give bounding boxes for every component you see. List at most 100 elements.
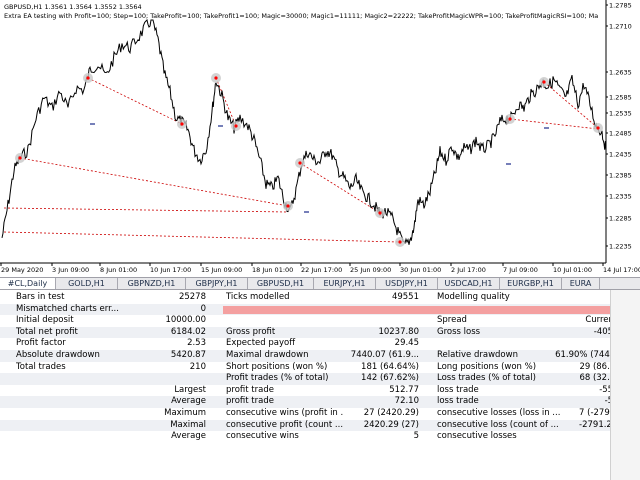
loss-trades-value: 68 (32.38%) [579, 373, 632, 384]
date-label: 10 Jun 17:00 [150, 266, 191, 274]
average-label: Average [171, 396, 206, 407]
profit-trades-value: 142 (67.62%) [361, 373, 419, 384]
trade-marker[interactable] [508, 117, 512, 121]
time-axis: 29 May 2020 3 Jun 09:00 8 Jun 01:00 10 Jun … [0, 263, 640, 274]
price-label: 1.2710 [609, 23, 632, 31]
initial-deposit-value: 10000.00 [165, 315, 206, 326]
trade-marker[interactable] [378, 211, 382, 215]
average-consecutive-label: Average [171, 431, 206, 442]
gross-profit-label: Gross profit [226, 326, 276, 337]
chart-header-ea-params: Extra EA testing with Profit=100; Step=1… [4, 12, 598, 20]
trade-marker[interactable] [542, 80, 546, 84]
gross-profit-value: 10237.80 [378, 326, 419, 337]
expected-payoff-value: 29.45 [394, 338, 419, 349]
price-label: 1.2235 [609, 243, 632, 251]
spread-label: Spread [437, 315, 467, 326]
trade-line [509, 118, 599, 130]
maximal-drawdown-label: Maximal drawdown [226, 350, 309, 360]
long-positions-label: Long positions (won %) [437, 361, 537, 372]
tab-gbpjpy-h1[interactable]: GBPJPY,H1 [186, 278, 248, 289]
modelling-quality-bar [223, 305, 633, 314]
total-net-profit-label: Total net profit [16, 326, 78, 337]
report-side-panel [610, 290, 640, 480]
price-line [1, 19, 607, 245]
expected-payoff-label: Expected payoff [226, 338, 296, 349]
trade-marker[interactable] [398, 240, 402, 244]
chart-header-symbol: GBPUSD,H1 1.3561 1.3564 1.3552 1.3564 [4, 3, 142, 11]
max-cons-wins-label: consecutive wins (profit in ... [226, 408, 344, 418]
trade-marker[interactable] [298, 161, 302, 165]
date-label: 8 Jun 01:00 [100, 266, 137, 274]
profit-trades-label: Profit trades (% of total) [226, 373, 329, 384]
trade-line [3, 207, 289, 213]
trade-marker[interactable] [286, 204, 290, 208]
report-row-profit-factor: Profit factor 2.53 Expected payoff 29.45 [0, 338, 610, 350]
tab-gbpnzd-h1[interactable]: GBPNZD,H1 [118, 278, 186, 289]
bars-in-test-label: Bars in test [16, 292, 65, 302]
tester-report: Bars in test 25278 Ticks modelled 49551 … [0, 290, 633, 480]
report-row-maximum: Maximum consecutive wins (profit in ... … [0, 408, 632, 420]
largest-profit-label: profit trade [226, 384, 274, 395]
trade-marker[interactable] [596, 126, 600, 130]
tab-usdjpy-h1[interactable]: USDJPY,H1 [376, 278, 438, 289]
largest-profit-value: 512.77 [389, 384, 419, 395]
maximal-cons-profit-value: 2420.29 (27) [363, 419, 419, 430]
report-row-average: Average profit trade 72.10 loss trade -5… [0, 396, 632, 408]
mismatched-label: Mismatched charts err... [16, 303, 119, 314]
trade-marker[interactable] [214, 76, 218, 80]
tab-gold-h1[interactable]: GOLD,H1 [56, 278, 118, 289]
maximum-label: Maximum [164, 408, 206, 418]
relative-drawdown-value: 61.90% (7440.07) [555, 350, 632, 360]
report-row-deposit: Initial deposit 10000.00 Spread Current … [0, 315, 632, 327]
trade-line [19, 157, 289, 207]
bars-in-test-value: 25278 [178, 292, 206, 302]
initial-deposit-label: Initial deposit [16, 315, 74, 326]
absolute-drawdown-value: 5420.87 [170, 350, 206, 360]
price-label: 1.2485 [609, 130, 632, 138]
price-chart[interactable]: GBPUSD,H1 1.3561 1.3564 1.3552 1.3564 Ex… [0, 0, 640, 277]
report-row-mismatched: Mismatched charts err... 0 [0, 303, 633, 316]
total-net-profit-value: 6184.02 [170, 326, 206, 337]
price-label: 1.2285 [609, 215, 632, 223]
average-profit-label: profit trade [226, 396, 274, 407]
tab-usdcad-h1[interactable]: USDCAD,H1 [438, 278, 500, 289]
trade-line [215, 77, 237, 127]
date-label: 10 Jul 01:00 [553, 266, 592, 274]
gross-loss-label: Gross loss [437, 326, 481, 337]
date-label: 25 Jun 09:00 [350, 266, 391, 274]
trade-marker[interactable] [18, 156, 22, 160]
report-row-largest: Largest profit trade 512.77 loss trade -… [0, 384, 632, 397]
short-positions-value: 181 (64.64%) [361, 361, 419, 372]
date-label: 30 Jun 01:00 [400, 266, 441, 274]
report-row-net-profit: Total net profit 6184.02 Gross profit 10… [0, 326, 632, 339]
short-positions-label: Short positions (won %) [226, 361, 328, 372]
average-profit-value: 72.10 [394, 396, 419, 407]
tab-eurjpy-h1[interactable]: EURJPY,H1 [314, 278, 376, 289]
profit-factor-value: 2.53 [187, 338, 206, 349]
trade-marker[interactable] [180, 122, 184, 126]
report-row-bars: Bars in test 25278 Ticks modelled 49551 … [0, 292, 632, 304]
trade-marker[interactable] [86, 76, 90, 80]
tab-eura[interactable]: EURA [562, 278, 600, 289]
spread-value: Current (9) [585, 315, 632, 326]
date-label: 15 Jun 09:00 [201, 266, 242, 274]
total-trades-label: Total trades [16, 361, 66, 372]
trade-line [299, 162, 381, 214]
trade-marker[interactable] [234, 124, 238, 128]
tab-gbpusd-h1[interactable]: GBPUSD,H1 [248, 278, 314, 289]
date-label: 7 Jul 09:00 [503, 266, 538, 274]
tab-cl-daily[interactable]: #CL,Daily [0, 278, 56, 289]
report-row-profit-trades: Profit trades (% of total) 142 (67.62%) … [0, 373, 632, 385]
tab-eurgbp-h1[interactable]: EURGBP,H1 [500, 278, 562, 289]
long-positions-value: 29 (86.21%) [579, 361, 632, 372]
profit-factor-label: Profit factor [16, 338, 66, 349]
price-label: 1.2585 [609, 94, 632, 102]
date-label: 3 Jun 09:00 [52, 266, 89, 274]
max-cons-losses-value: 7 (-2791.24) [579, 408, 632, 418]
ticks-modelled-value: 49551 [391, 292, 419, 302]
price-label: 1.2635 [609, 69, 632, 77]
relative-drawdown-label: Relative drawdown [437, 350, 518, 360]
maximal-drawdown-value: 7440.07 (61.9... [350, 350, 419, 360]
trade-line [3, 231, 401, 243]
date-label: 22 Jun 17:00 [301, 266, 342, 274]
